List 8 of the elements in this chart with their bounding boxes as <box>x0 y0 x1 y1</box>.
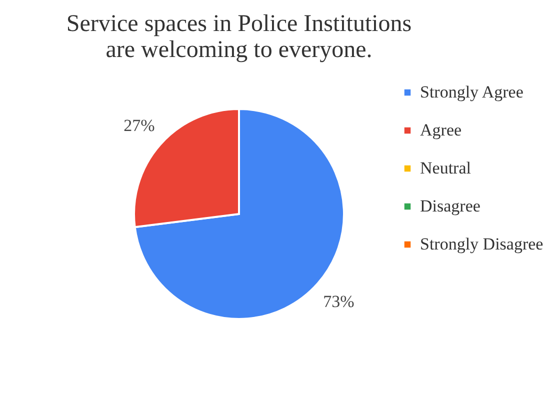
data-label: 73% <box>323 292 354 311</box>
legend-label: Strongly Disagree <box>420 234 544 254</box>
legend-label: Neutral <box>420 158 472 178</box>
legend-label: Strongly Agree <box>420 82 524 102</box>
legend-label: Agree <box>420 120 462 140</box>
chart-title: Service spaces in Police Institutions are welcoming to everyone. <box>66 11 412 63</box>
legend-label: Disagree <box>420 196 480 216</box>
data-label: 27% <box>124 116 155 136</box>
